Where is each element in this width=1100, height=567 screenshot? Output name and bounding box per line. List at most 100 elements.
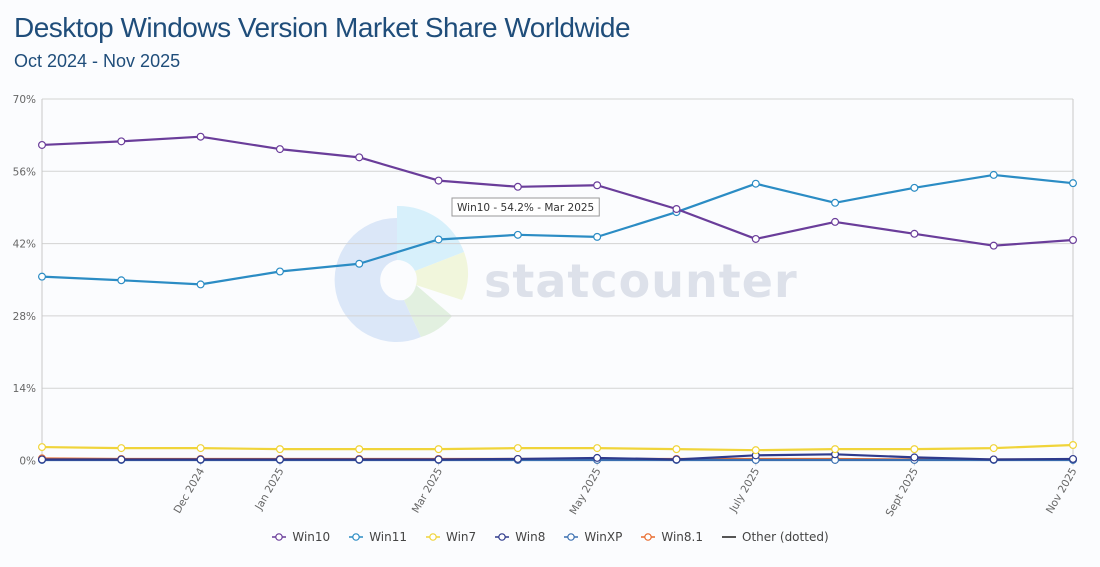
legend-item-win10[interactable]: Win10	[271, 530, 330, 544]
circle-marker-icon	[564, 533, 579, 541]
x-tick-label: July 2025	[727, 466, 762, 515]
y-tick-label: 70%	[13, 94, 36, 106]
legend-label: Win7	[446, 530, 477, 544]
y-tick-label: 28%	[13, 311, 36, 323]
y-tick-label: 42%	[13, 239, 36, 251]
legend-item-win8[interactable]: Win8	[494, 530, 545, 544]
x-tick-label: Dec 2024	[172, 466, 208, 516]
circle-marker-icon	[426, 533, 440, 541]
legend-label: Win8.1	[661, 530, 703, 544]
data-point[interactable]	[275, 145, 284, 154]
data-point[interactable]	[751, 179, 760, 188]
x-tick-label: Sept 2025	[884, 466, 921, 519]
data-point[interactable]	[117, 137, 126, 146]
data-point[interactable]	[989, 455, 998, 464]
circle-marker-icon	[641, 533, 656, 541]
data-point[interactable]	[434, 176, 443, 185]
data-point[interactable]	[117, 455, 126, 464]
data-point[interactable]	[831, 198, 840, 207]
y-tick-label: 56%	[13, 166, 36, 178]
data-point[interactable]	[1068, 441, 1077, 450]
data-point[interactable]	[37, 272, 46, 281]
data-point[interactable]	[910, 453, 919, 462]
circle-marker-icon	[349, 533, 364, 541]
data-point[interactable]	[751, 234, 760, 243]
data-point[interactable]	[513, 444, 522, 453]
data-point[interactable]	[117, 444, 126, 453]
data-point[interactable]	[434, 445, 443, 454]
data-point[interactable]	[117, 276, 126, 285]
data-point[interactable]	[672, 204, 681, 213]
legend-item-win8-1[interactable]: Win8.1	[640, 530, 703, 544]
data-point[interactable]	[355, 259, 364, 268]
data-point[interactable]	[593, 453, 602, 462]
legend-item-winxp[interactable]: WinXP	[563, 530, 622, 544]
data-point[interactable]	[910, 229, 919, 238]
chart-title: Desktop Windows Version Market Share Wor…	[14, 12, 631, 43]
data-point[interactable]	[196, 132, 205, 141]
data-point[interactable]	[593, 232, 602, 241]
data-point[interactable]	[513, 454, 522, 463]
data-point[interactable]	[275, 455, 284, 464]
data-point[interactable]	[37, 455, 46, 464]
statcounter-watermark: statcounter	[334, 205, 798, 342]
chart-subtitle: Oct 2024 - Nov 2025	[14, 51, 181, 71]
data-point[interactable]	[989, 241, 998, 250]
series-win11	[37, 170, 1077, 289]
data-point[interactable]	[831, 445, 840, 454]
chart-series	[37, 132, 1077, 464]
data-point[interactable]	[434, 235, 443, 244]
data-point[interactable]	[513, 230, 522, 239]
data-point[interactable]	[355, 455, 364, 464]
data-point[interactable]	[1068, 235, 1077, 244]
tooltip-text: Win10 - 54.2% - Mar 2025	[457, 202, 594, 214]
x-tick-label: Jan 2025	[253, 466, 287, 513]
legend-label: Win10	[292, 530, 331, 544]
y-tick-label: 14%	[13, 383, 36, 395]
y-tick-label: 0%	[19, 456, 36, 468]
data-point[interactable]	[37, 140, 46, 149]
data-point[interactable]	[1068, 454, 1077, 463]
legend-label: WinXP	[584, 530, 623, 544]
data-point[interactable]	[196, 444, 205, 453]
data-point[interactable]	[593, 444, 602, 453]
data-point[interactable]	[831, 217, 840, 226]
data-point[interactable]	[672, 445, 681, 454]
legend-item-win7[interactable]: Win7	[425, 530, 476, 544]
data-point[interactable]	[910, 183, 919, 192]
x-tick-label: Mar 2025	[410, 466, 445, 515]
data-point[interactable]	[37, 443, 46, 452]
data-point[interactable]	[355, 445, 364, 454]
legend-item-win11[interactable]: Win11	[348, 530, 407, 544]
y-axis: 0% 14% 28% 42% 56% 70%	[13, 94, 36, 468]
data-point[interactable]	[275, 267, 284, 276]
chart-legend: Win10 Win11 Win7 Win8 WinXP Win8.1 Other (dott…	[0, 530, 1100, 544]
line-marker-icon	[722, 536, 736, 538]
data-point[interactable]	[196, 455, 205, 464]
data-point[interactable]	[989, 444, 998, 453]
legend-item-other-dotted-[interactable]: Other (dotted)	[721, 530, 829, 544]
legend-label: Win8	[515, 530, 546, 544]
data-point[interactable]	[910, 445, 919, 454]
data-point[interactable]	[196, 280, 205, 289]
x-tick-label: May 2025	[567, 466, 603, 517]
watermark-text: statcounter	[484, 254, 798, 308]
statcounter-logo-icon	[334, 205, 469, 342]
legend-label: Other (dotted)	[742, 530, 829, 544]
data-point[interactable]	[672, 455, 681, 464]
data-point[interactable]	[593, 181, 602, 190]
data-point[interactable]	[1068, 179, 1077, 188]
data-point[interactable]	[434, 455, 443, 464]
data-point[interactable]	[355, 153, 364, 162]
chart-tooltip: Win10 - 54.2% - Mar 2025	[451, 197, 600, 217]
x-axis: Dec 2024 Jan 2025 Mar 2025 May 2025 July 202…	[172, 460, 1080, 519]
series-win10	[37, 132, 1077, 250]
data-point[interactable]	[989, 170, 998, 179]
series-win7	[37, 441, 1077, 455]
data-point[interactable]	[275, 445, 284, 454]
data-point[interactable]	[513, 182, 522, 191]
data-point[interactable]	[751, 446, 760, 455]
legend-label: Win11	[369, 530, 407, 544]
circle-marker-icon	[495, 533, 510, 541]
